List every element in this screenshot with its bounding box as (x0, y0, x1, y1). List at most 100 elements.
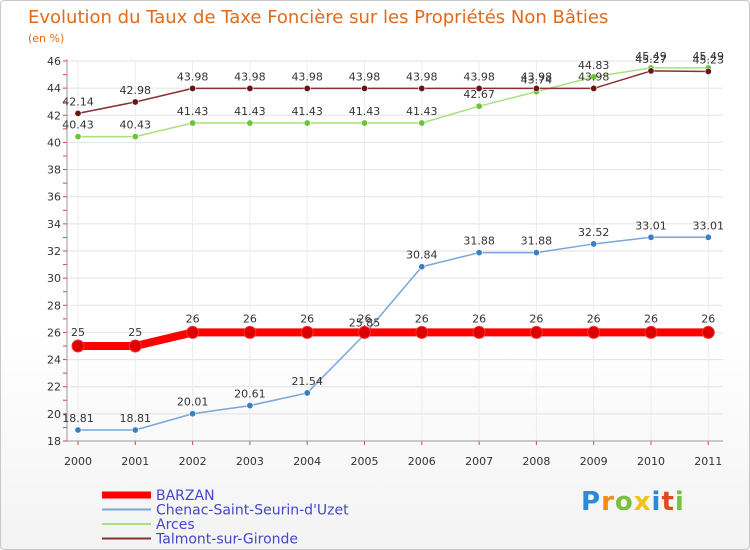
data-label: 18.81 (120, 412, 152, 425)
data-label: 33.01 (693, 219, 725, 232)
y-tick-label: 38 (47, 164, 61, 177)
data-point (475, 102, 483, 110)
data-point (246, 402, 254, 410)
data-point (189, 410, 197, 418)
data-label: 30.84 (406, 249, 438, 262)
legend-label: Chenac-Saint-Seurin-d'Uzet (156, 503, 349, 519)
x-tick-label: 2006 (408, 455, 436, 468)
series-barzan: 25 25 26 26 26 26 26 26 26 26 26 26 (71, 312, 715, 353)
x-tick-label: 2008 (522, 455, 550, 468)
data-point (360, 84, 368, 92)
data-point (532, 249, 540, 257)
legend-label: Talmont-sur-Gironde (155, 532, 298, 548)
legend: BARZANChenac-Saint-Seurin-d'UzetArcesTal… (102, 488, 349, 548)
logo-letter: t (661, 487, 675, 517)
logo-letter: r (601, 487, 615, 517)
data-point (186, 325, 200, 339)
data-label: 41.43 (406, 105, 438, 118)
data-point (303, 389, 311, 397)
data-point (701, 325, 715, 339)
data-point (246, 84, 254, 92)
data-label: 42.14 (62, 95, 94, 108)
series-line (74, 328, 713, 350)
data-point (74, 109, 82, 117)
data-label: 32.52 (578, 226, 610, 239)
x-tick-label: 2011 (694, 455, 722, 468)
data-label: 18.81 (62, 412, 94, 425)
data-point (415, 325, 429, 339)
y-tick-label: 18 (47, 435, 61, 448)
data-label: 43.98 (463, 70, 495, 83)
logo-letter: i (651, 487, 662, 517)
data-label: 40.43 (120, 119, 152, 132)
data-point (529, 325, 543, 339)
x-tick-label: 2003 (236, 455, 264, 468)
data-label: 43.98 (521, 70, 553, 83)
data-label: 41.43 (177, 105, 209, 118)
series-line (77, 236, 710, 431)
data-label: 26 (701, 312, 715, 325)
data-point (74, 426, 82, 434)
data-point (246, 119, 254, 127)
logo-letter: o (614, 487, 634, 517)
data-label: 45.27 (635, 53, 667, 66)
data-label: 25 (128, 326, 142, 339)
gridlines (67, 60, 723, 442)
data-point (647, 67, 655, 75)
legend-label: Arces (156, 517, 195, 533)
data-point (300, 325, 314, 339)
data-point (418, 84, 426, 92)
data-label: 41.43 (349, 105, 381, 118)
data-label: 41.43 (234, 105, 266, 118)
y-tick-label: 32 (47, 245, 61, 258)
data-point (475, 249, 483, 257)
x-tick-label: 2000 (64, 455, 92, 468)
logo-letter: x (633, 487, 652, 517)
data-label: 20.01 (177, 396, 209, 409)
data-point (590, 84, 598, 92)
data-point (71, 339, 85, 353)
x-tick-label: 2009 (580, 455, 608, 468)
data-label: 25 (71, 326, 85, 339)
data-point (472, 325, 486, 339)
data-point (131, 133, 139, 141)
x-tick-label: 2002 (179, 455, 207, 468)
data-point (704, 67, 712, 75)
y-tick-label: 24 (47, 354, 61, 367)
axes: 18 20 22 24 26 28 30 32 34 36 38 40 42 44 46 2000 2001 20… (47, 55, 723, 468)
data-point (587, 325, 601, 339)
series-line (77, 70, 710, 115)
data-label: 43.98 (177, 70, 209, 83)
data-label: 31.88 (463, 235, 495, 248)
data-label: 45.49 (693, 50, 725, 63)
y-tick-label: 20 (47, 408, 61, 421)
data-label: 26 (415, 312, 429, 325)
series-layer: 40.43 40.43 41.43 41.43 41.43 41.43 41.43 42.67… (62, 50, 725, 434)
y-tick-label: 28 (47, 299, 61, 312)
y-tick-label: 34 (47, 218, 61, 231)
x-tick-label: 2007 (465, 455, 493, 468)
data-label: 43.98 (406, 70, 438, 83)
data-point (704, 233, 712, 241)
series-talmont-sur-gironde: 42.14 42.98 43.98 43.98 43.98 43.98 43.98 43.98… (62, 53, 724, 117)
series-arces: 40.43 40.43 41.43 41.43 41.43 41.43 41.43 42.67… (62, 50, 725, 141)
y-tick-label: 30 (47, 272, 61, 285)
data-label: 20.61 (234, 388, 266, 401)
data-label: 33.01 (635, 219, 667, 232)
data-label: 43.98 (291, 70, 323, 83)
data-label: 25.85 (349, 316, 381, 329)
proxiti-logo: Proxiti (581, 487, 685, 517)
logo-letter: P (581, 487, 602, 517)
data-label: 26 (529, 312, 543, 325)
data-point (590, 240, 598, 248)
data-label: 26 (644, 312, 658, 325)
data-point (532, 84, 540, 92)
data-label: 26 (300, 312, 314, 325)
data-label: 26 (587, 312, 601, 325)
data-point (74, 133, 82, 141)
data-label: 26 (472, 312, 486, 325)
y-tick-label: 44 (47, 82, 61, 95)
data-label: 45.23 (693, 53, 725, 66)
